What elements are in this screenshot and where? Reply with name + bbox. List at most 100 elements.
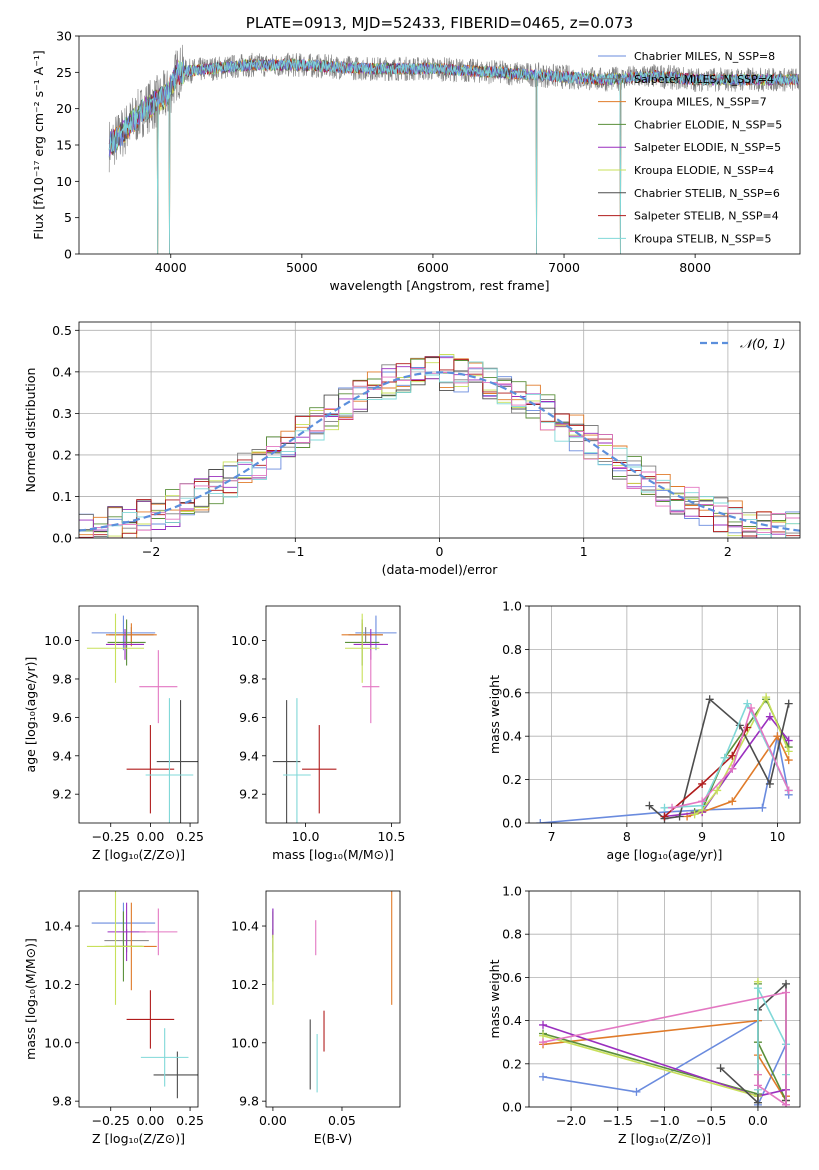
series-marker-salpeter-stelib	[660, 812, 669, 821]
y-tick-label: 10.4	[44, 919, 72, 934]
legend-entry: Chabrier ELODIE, N_SSP=5	[634, 118, 782, 131]
series-marker-chabrier-stelib	[753, 1098, 762, 1107]
x-tick-label: 7000	[548, 260, 580, 275]
y-tick-label: 5	[64, 210, 72, 225]
legend-entry: 𝒩(0, 1)	[740, 336, 786, 351]
y-tick-label: 10.4	[231, 919, 259, 934]
y-tick-label: 1.0	[502, 884, 522, 899]
x-axis-label: wavelength [Angstrom, rest frame]	[329, 278, 549, 293]
x-tick-label: 0	[436, 544, 444, 559]
axes-frame	[265, 890, 401, 1108]
x-tick-label: 7	[548, 829, 556, 844]
y-tick-label: 1.0	[502, 599, 522, 614]
legend-entry: Salpeter STELIB, N_SSP=4	[634, 210, 779, 223]
y-tick-label: 0.6	[502, 685, 522, 700]
x-axis-label: mass [log₁₀(M/M⊙)]	[272, 847, 394, 862]
y-tick-label: 9.6	[239, 710, 259, 725]
y-axis-label: mass weight	[487, 959, 502, 1038]
histogram-kroupa-stelib	[79, 361, 800, 538]
x-tick-label: 8	[623, 829, 631, 844]
series-marker-kroupa-miles	[773, 732, 782, 741]
series-marker-pink	[753, 1070, 762, 1079]
spectrum-chabrier-miles	[108, 58, 799, 158]
y-tick-label: 0.4	[502, 729, 522, 744]
series-line-chabrier-elodie	[542, 983, 787, 1101]
y-tick-label: 30	[56, 29, 72, 44]
mass_weight_vs_age-chart: 7 8 9 10 0.0 0.2 0.4 0.6 0.8 1.0 age [log₁₀(age/yr…	[487, 599, 801, 862]
series-marker-chabrier-miles	[758, 803, 767, 812]
spectrum-chart: 4000 5000 6000 7000 8000 0 5 10 15 20 25 30 waveleng…	[31, 14, 801, 293]
x-axis-label: Z [log₁₀(Z/Z⊙)]	[92, 847, 185, 862]
y-axis-label: mass [log₁₀(M/M⊙)]	[23, 938, 38, 1060]
series-marker-kroupa-elodie	[784, 747, 793, 756]
series-marker-chabrier-stelib	[645, 801, 654, 810]
axes-frame	[528, 605, 801, 824]
legend-entry: Kroupa MILES, N_SSP=7	[634, 96, 767, 109]
legend-entry: Chabrier STELIB, N_SSP=6	[634, 187, 780, 200]
y-tick-label: 9.2	[52, 787, 72, 802]
x-tick-label: 5000	[286, 260, 318, 275]
mass_weight_vs_age-plot-area	[536, 693, 793, 823]
series-marker-kroupa-stelib	[720, 753, 729, 762]
y-tick-label: 15	[56, 138, 72, 153]
y-tick-label: 0.4	[502, 1013, 522, 1028]
y-tick-label: 10.2	[231, 977, 259, 992]
axes-frame	[528, 890, 801, 1108]
age_vs_mass-plot-area	[272, 613, 397, 823]
legend-entry: Kroupa STELIB, N_SSP=5	[634, 232, 772, 245]
spectrum-plot-area	[108, 44, 800, 254]
legend-entry: Salpeter MILES, N_SSP=4	[634, 73, 774, 86]
y-tick-label: 0.0	[52, 531, 72, 546]
y-tick-label: 10	[56, 174, 72, 189]
histogram-salpeter-stelib	[79, 356, 800, 538]
series-marker-salpeter-stelib	[728, 751, 737, 760]
x-tick-label: −0.25	[92, 829, 130, 844]
y-tick-label: 25	[56, 65, 72, 80]
y-tick-label: 9.4	[52, 748, 72, 763]
x-tick-label: 0.00	[259, 1113, 287, 1128]
x-axis-label: Z [log₁₀(Z/Z⊙)]	[92, 1131, 185, 1146]
axes-frame	[265, 605, 401, 824]
series-marker-chabrier-stelib	[675, 812, 684, 821]
legend-entry: Chabrier MILES, N_SSP=8	[634, 50, 775, 63]
y-tick-label: 0.0	[502, 1100, 522, 1115]
x-tick-label: 0.00	[136, 1113, 164, 1128]
legend-entry: Salpeter ELODIE, N_SSP=5	[634, 141, 781, 154]
y-tick-label: 9.6	[52, 710, 72, 725]
y-tick-label: 10.0	[231, 1035, 259, 1050]
x-tick-label: 10	[769, 829, 785, 844]
y-axis-label: age [log₁₀(age/yr)]	[23, 657, 38, 773]
x-tick-label: 10.5	[377, 829, 405, 844]
x-tick-label: 4000	[155, 260, 187, 275]
series-line-salpeter-stelib	[663, 727, 749, 818]
x-axis-label: Z [log₁₀(Z/Z⊙)]	[618, 1131, 711, 1146]
series-marker-salpeter-elodie	[784, 736, 793, 745]
y-tick-label: 0.2	[502, 772, 522, 787]
age_vs_Z-plot-area	[86, 613, 198, 823]
age_vs_mass-chart: 10.0 10.5 9.2 9.4 9.6 9.8 10.0 mass [log₁₀(M/M⊙…	[231, 605, 405, 862]
series-marker-chabrier-stelib	[705, 695, 714, 704]
mass_vs_ebv-chart: 0.00 0.05 9.8 10.0 10.2 10.4 E(B-V)	[231, 890, 401, 1146]
x-tick-label: −2.0	[556, 1113, 586, 1128]
y-tick-label: 0.3	[52, 406, 72, 421]
age_vs_Z-chart: −0.25 0.00 0.25 9.2 9.4 9.6 9.8 10.0 Z [log₁₀(Z/…	[23, 605, 204, 862]
x-tick-label: 0.25	[176, 829, 204, 844]
series-marker-pink	[784, 786, 793, 795]
x-tick-label: −1	[286, 544, 304, 559]
y-tick-label: 9.2	[239, 787, 259, 802]
x-tick-label: 0.00	[136, 829, 164, 844]
series-marker-pink	[781, 1100, 790, 1107]
y-tick-label: 9.8	[239, 1094, 259, 1109]
x-tick-label: 0.05	[328, 1113, 356, 1128]
y-tick-label: 0.0	[502, 816, 522, 831]
series-marker-pink	[781, 988, 790, 997]
x-tick-label: −2	[142, 544, 160, 559]
x-axis-label: age [log₁₀(age/yr)]	[607, 847, 723, 862]
y-tick-label: 10.0	[44, 1035, 72, 1050]
mass_vs_Z-chart: −0.25 0.00 0.25 9.8 10.0 10.2 10.4 Z [log₁₀(Z/Z…	[23, 890, 204, 1146]
y-tick-label: 10.2	[44, 977, 72, 992]
y-tick-label: 10.0	[231, 633, 259, 648]
series-marker-kroupa-elodie	[713, 786, 722, 795]
axes-frame	[78, 321, 801, 539]
x-tick-label: −1.0	[649, 1113, 679, 1128]
